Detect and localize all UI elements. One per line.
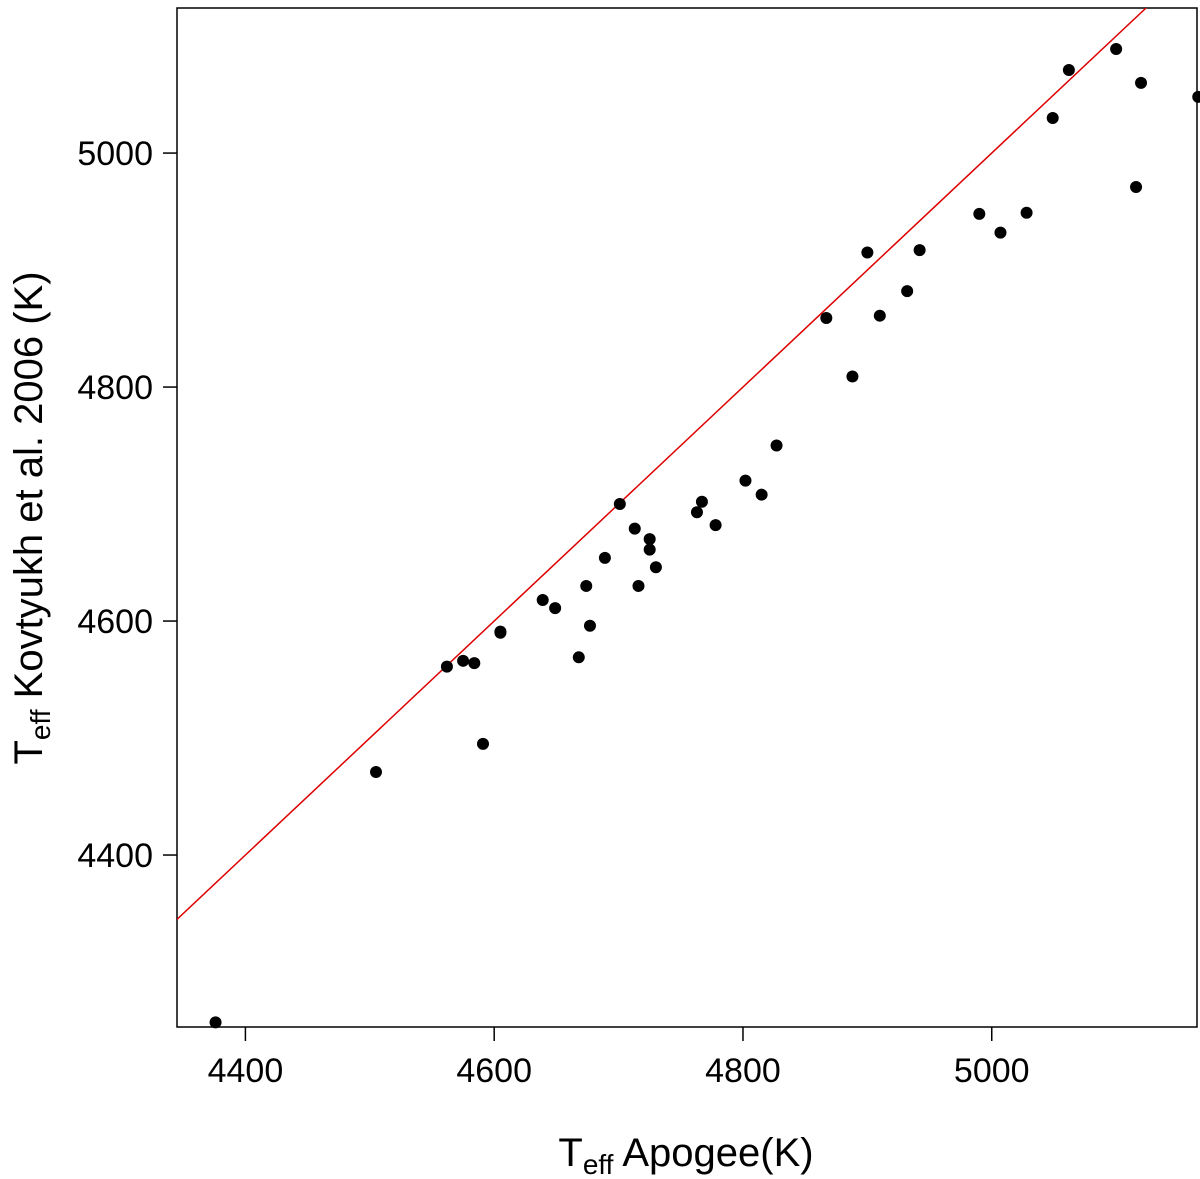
data-point-34 [1020, 206, 1033, 219]
y-axis-title-sub: eff [25, 709, 56, 740]
data-point-38 [1130, 180, 1143, 193]
data-point-16 [632, 579, 645, 592]
data-point-28 [861, 246, 874, 259]
data-point-17 [643, 533, 656, 546]
x-axis-title-rest: Apogee(K) [613, 1131, 813, 1175]
x-tick-label-4400: 4400 [208, 1052, 284, 1090]
data-point-9 [549, 602, 562, 615]
data-point-15 [628, 522, 641, 535]
data-point-40 [1192, 90, 1200, 103]
data-point-4 [468, 657, 481, 670]
data-point-13 [598, 551, 611, 564]
data-point-22 [709, 519, 722, 532]
data-point-5 [477, 737, 489, 750]
data-point-31 [913, 244, 926, 257]
data-point-26 [820, 312, 833, 325]
data-point-24 [755, 488, 768, 501]
data-point-37 [1110, 42, 1123, 55]
y-axis-title-rest: Kovtyukh et al. 2006 (K) [7, 271, 51, 709]
data-point-23 [739, 474, 752, 487]
data-point-33 [994, 226, 1007, 239]
x-axis-title-main: T [558, 1131, 582, 1175]
x-tick-label-4800: 4800 [705, 1052, 781, 1090]
data-point-1 [370, 765, 383, 778]
reference-line [177, 8, 1148, 921]
data-point-2 [440, 660, 453, 673]
data-point-29 [873, 309, 886, 322]
data-point-10 [572, 651, 585, 664]
x-axis-title-sub: eff [583, 1149, 614, 1179]
y-tick-label-4600: 4600 [77, 603, 153, 641]
data-points [209, 42, 1200, 1029]
data-point-32 [973, 207, 986, 220]
data-point-27 [846, 370, 859, 383]
data-point-25 [770, 439, 783, 452]
data-point-20 [690, 506, 703, 519]
data-point-35 [1046, 111, 1059, 124]
x-axis: 4400 4600 4800 5000 [208, 1027, 1030, 1090]
data-point-30 [901, 285, 914, 298]
y-tick-label-4800: 4800 [77, 369, 153, 407]
data-point-11 [580, 579, 593, 592]
y-tick-label-4400: 4400 [77, 837, 153, 875]
x-axis-title: Teff Apogee(K) [558, 1131, 813, 1179]
data-point-39 [1135, 76, 1148, 89]
x-tick-label-4600: 4600 [456, 1052, 532, 1090]
data-point-8 [536, 593, 549, 606]
data-point-3 [457, 654, 470, 667]
x-tick-label-5000: 5000 [954, 1052, 1030, 1090]
data-point-18 [643, 543, 656, 556]
data-point-19 [649, 561, 662, 574]
data-point-21 [695, 495, 708, 508]
data-point-0 [209, 1016, 222, 1029]
data-point-36 [1062, 64, 1075, 77]
y-axis-title-main: T [7, 740, 51, 764]
y-axis-title: Teff Kovtyukh et al. 2006 (K) [7, 271, 56, 764]
data-point-7 [494, 626, 507, 639]
data-point-14 [613, 498, 626, 511]
y-axis: 4400 4600 4800 5000 [77, 135, 177, 875]
plot-frame [176, 7, 1198, 1028]
y-tick-label-5000: 5000 [77, 135, 153, 173]
data-point-12 [583, 619, 596, 632]
